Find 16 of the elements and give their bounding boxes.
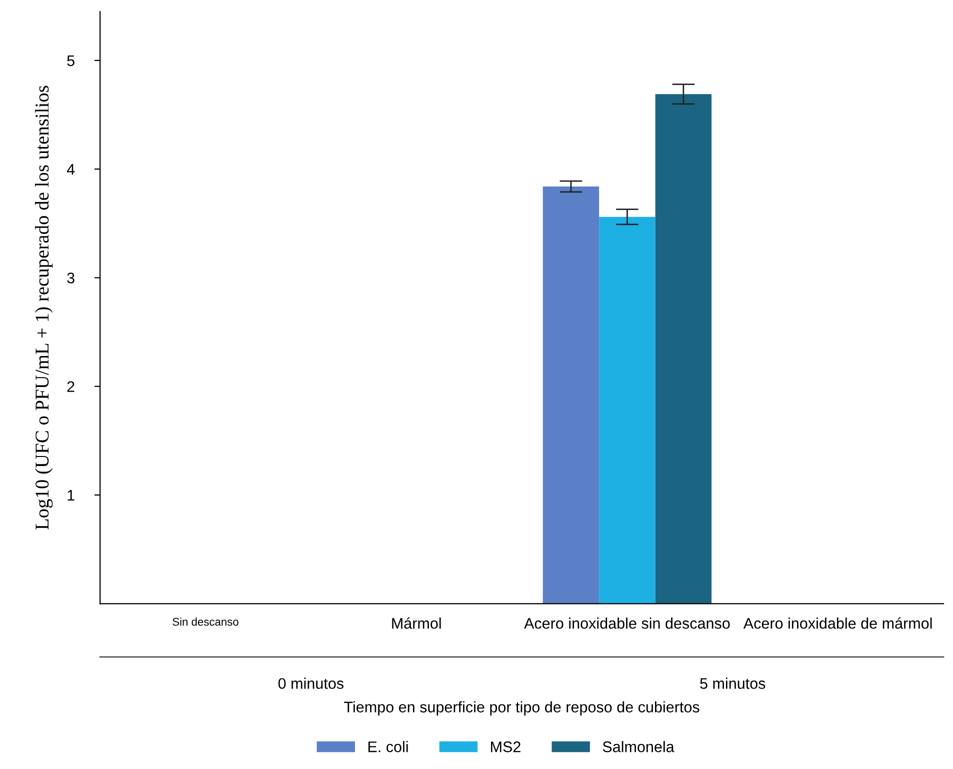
text: 5 minutos bbox=[700, 678, 766, 689]
x-tick-label: Acero inoxidable sin descanso bbox=[524, 618, 730, 629]
y-tick-label: 1 bbox=[68, 490, 74, 501]
x-tick-label: Mármol bbox=[392, 617, 441, 629]
legend-label: Salmonela bbox=[602, 741, 674, 752]
x-tick-label: Acero inoxidable de mármol bbox=[743, 617, 932, 629]
legend-label: E. coli bbox=[368, 741, 408, 752]
text: 0 minutos bbox=[278, 678, 344, 689]
x-axis-title: Tiempo en superficie por tipo de reposo de cubiertos bbox=[344, 701, 700, 716]
y-tick-label: 3 bbox=[67, 272, 74, 284]
y-tick-label: 4 bbox=[66, 164, 75, 175]
x-tick-label: Sin descanso bbox=[172, 618, 238, 626]
y-axis-title: Log10 (UFC o PFU/mL + 1) recuperado de los utensilios bbox=[34, 86, 53, 530]
legend-label: MS2 bbox=[491, 741, 520, 752]
y-tick-label: 5 bbox=[67, 55, 74, 66]
y-tick-label: 2 bbox=[67, 381, 74, 392]
